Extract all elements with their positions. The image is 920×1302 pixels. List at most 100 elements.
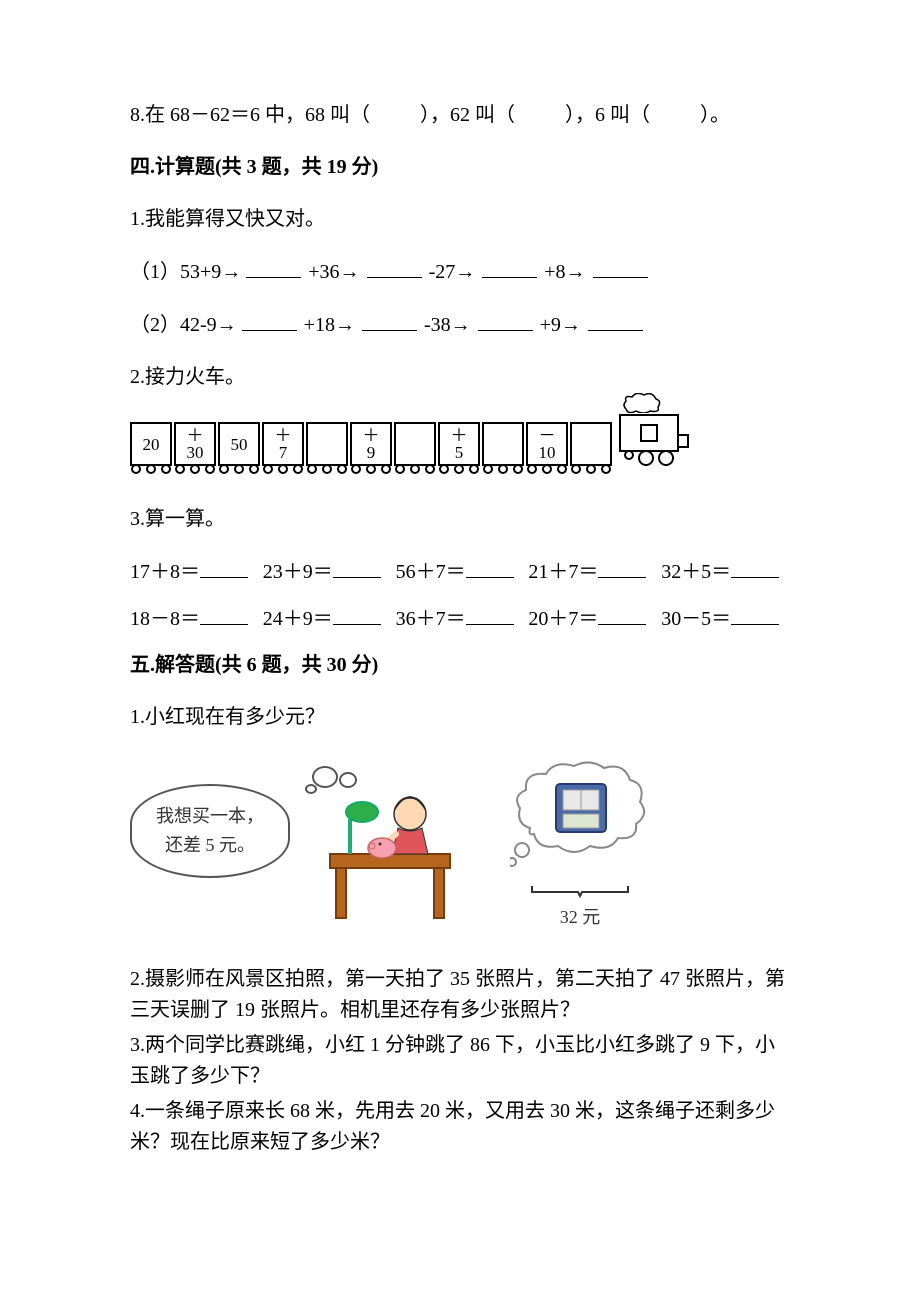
blank — [246, 256, 301, 278]
train-car — [306, 422, 348, 474]
expression-item: 36＋7＝ — [396, 603, 525, 634]
expression-item: 30－5＝ — [661, 603, 790, 634]
expression-row-2: 18－8＝ 24＋9＝ 36＋7＝ 20＋7＝ 30－5＝ — [130, 603, 790, 634]
blank — [367, 256, 422, 278]
q8-text-a: 8.在 68－62＝6 中，68 叫（ — [130, 104, 370, 126]
blank — [731, 603, 779, 625]
train-car — [570, 422, 612, 474]
blank — [200, 556, 248, 578]
blank — [333, 556, 381, 578]
line2-op1: +18→ — [304, 314, 355, 336]
blank — [333, 603, 381, 625]
locomotive-wheels — [624, 450, 674, 466]
blank — [362, 309, 417, 331]
train-diagram: 20＋ 3050＋ 7 ＋ 9 ＋ 5 － 10 — [130, 414, 790, 474]
bubble-line-2: 还差 5 元。 — [144, 831, 276, 860]
expression-text: 32＋5＝ — [661, 557, 731, 587]
train-car: ＋ 7 — [262, 422, 304, 474]
section-5-q2: 2.摄影师在风景区拍照，第一天拍了 35 张照片，第二天拍了 47 张照片，第三… — [130, 964, 790, 1026]
question-8: 8.在 68－62＝6 中，68 叫（ ），62 叫（ ），6 叫（ ）。 — [130, 100, 790, 130]
train-car-op: － 10 — [526, 422, 568, 466]
expression-item: 24＋9＝ — [263, 603, 392, 634]
blank — [598, 556, 646, 578]
locomotive-nose — [677, 434, 689, 448]
blank — [588, 309, 643, 331]
train-car-op: ＋ 30 — [174, 422, 216, 466]
blank — [242, 309, 297, 331]
section-4-heading: 四.计算题(共 3 题，共 19 分) — [130, 152, 790, 182]
line2-op2: -38→ — [424, 314, 471, 336]
bracket-icon — [530, 884, 630, 898]
expression-row-1: 17＋8＝ 23＋9＝ 56＋7＝ 21＋7＝ 32＋5＝ — [130, 556, 790, 587]
section-5-q4: 4.一条绳子原来长 68 米，先用去 20 米，又用去 30 米，这条绳子还剩多… — [130, 1096, 790, 1158]
locomotive — [614, 414, 684, 474]
train-car-value: 20 — [130, 422, 172, 466]
train-car-value — [394, 422, 436, 466]
expression-text: 24＋9＝ — [263, 604, 333, 634]
train-car: ＋ 9 — [350, 422, 392, 474]
word-problems: 2.摄影师在风景区拍照，第一天拍了 35 张照片，第二天拍了 47 张照片，第三… — [130, 964, 790, 1158]
section-4-q1-line1: （1）53+9→ +36→ -27→ +8→ — [130, 256, 790, 287]
locomotive-window — [640, 424, 658, 442]
line2-op3: +9→ — [540, 314, 581, 336]
expression-text: 36＋7＝ — [396, 604, 466, 634]
wheel-icon — [638, 450, 654, 466]
blank — [520, 104, 560, 126]
expression-item: 17＋8＝ — [130, 556, 259, 587]
speech-bubble: 我想买一本， 还差 5 元。 — [130, 784, 290, 878]
blank — [466, 603, 514, 625]
train-car: 20 — [130, 422, 172, 474]
girl-at-desk-illustration — [310, 774, 470, 924]
train-car-value — [306, 422, 348, 466]
illustration-left: 我想买一本， 还差 5 元。 — [130, 754, 470, 934]
blank — [598, 603, 646, 625]
q8-text-c: ），6 叫（ — [565, 104, 650, 126]
bubble-line-1: 我想买一本， — [144, 802, 276, 831]
train-car: ＋ 30 — [174, 422, 216, 474]
line2-start: （2）42-9→ — [130, 314, 237, 336]
smoke-icon — [622, 392, 662, 412]
wheel-icon — [658, 450, 674, 466]
expression-text: 21＋7＝ — [528, 557, 598, 587]
blank — [655, 104, 695, 126]
train-car — [394, 422, 436, 474]
expression-item: 56＋7＝ — [396, 556, 525, 587]
illustration-right: 32 元 — [500, 758, 660, 931]
blank — [200, 603, 248, 625]
blank — [466, 556, 514, 578]
book-price: 32 元 — [560, 904, 601, 931]
expression-text: 23＋9＝ — [263, 557, 333, 587]
section-5-q3: 3.两个同学比赛跳绳，小红 1 分钟跳了 86 下，小玉比小红多跳了 9 下，小… — [130, 1030, 790, 1092]
expression-item: 23＋9＝ — [263, 556, 392, 587]
line1-op3: +8→ — [544, 261, 585, 283]
expression-text: 17＋8＝ — [130, 557, 200, 587]
expression-item: 20＋7＝ — [528, 603, 657, 634]
section-4-q1-title: 1.我能算得又快又对。 — [130, 204, 790, 234]
section-5-heading: 五.解答题(共 6 题，共 30 分) — [130, 650, 790, 680]
train-car: ＋ 5 — [438, 422, 480, 474]
locomotive-body — [619, 414, 679, 452]
expression-text: 18－8＝ — [130, 604, 200, 634]
train-car-op: ＋ 5 — [438, 422, 480, 466]
train-car-op: ＋ 7 — [262, 422, 304, 466]
q8-text-d: ）。 — [700, 104, 730, 126]
blank — [593, 256, 648, 278]
expression-item: 18－8＝ — [130, 603, 259, 634]
illustration-row: 我想买一本， 还差 5 元。 — [130, 754, 790, 934]
blank — [375, 104, 415, 126]
expression-text: 20＋7＝ — [528, 604, 598, 634]
train-car — [482, 422, 524, 474]
train-car-value: 50 — [218, 422, 260, 466]
train-car-value — [482, 422, 524, 466]
expression-item: 21＋7＝ — [528, 556, 657, 587]
blank — [482, 256, 537, 278]
section-5-q1-title: 1.小红现在有多少元？ — [130, 702, 790, 732]
expression-text: 30－5＝ — [661, 604, 731, 634]
section-4-q2-title: 2.接力火车。 — [130, 362, 790, 392]
thought-book-icon — [510, 758, 650, 878]
q8-text-b: ），62 叫（ — [420, 104, 515, 126]
expression-text: 56＋7＝ — [396, 557, 466, 587]
expression-item: 32＋5＝ — [661, 556, 790, 587]
section-4-q1-line2: （2）42-9→ +18→ -38→ +9→ — [130, 309, 790, 340]
line1-start: （1）53+9→ — [130, 261, 241, 283]
